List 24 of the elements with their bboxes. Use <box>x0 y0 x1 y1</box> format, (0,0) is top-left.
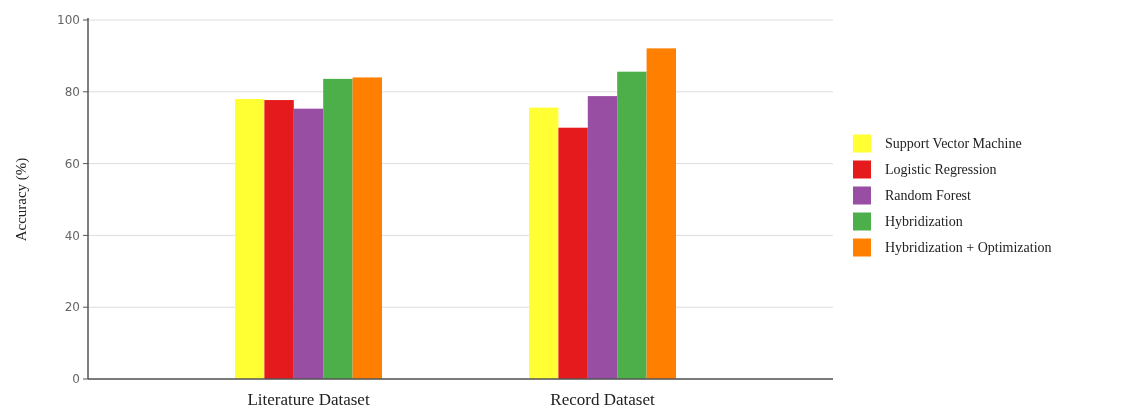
x-tick-label: Record Dataset <box>550 390 655 409</box>
bar <box>529 107 559 379</box>
bar <box>587 96 618 379</box>
x-tick-label: Literature Dataset <box>247 390 370 409</box>
y-tick-label: 40 <box>64 228 80 243</box>
legend-label: Hybridization + Optimization <box>885 240 1052 256</box>
legend-label: Hybridization <box>885 214 963 230</box>
bar <box>235 98 265 379</box>
legend-label: Support Vector Machine <box>885 136 1022 152</box>
legend-label: Logistic Regression <box>885 162 997 178</box>
y-axis-title: Accuracy (%) <box>13 157 30 242</box>
bar <box>646 48 676 379</box>
bar <box>558 127 588 379</box>
bar <box>264 100 294 379</box>
y-tick-label: 100 <box>57 13 80 28</box>
bar <box>293 108 324 379</box>
bar <box>323 78 353 379</box>
legend-label: Random Forest <box>885 188 972 204</box>
y-tick-label: 20 <box>64 300 80 315</box>
y-tick-label: 60 <box>64 156 80 171</box>
bar <box>617 71 647 379</box>
y-tick-label: 80 <box>64 85 80 99</box>
bar <box>352 77 382 379</box>
y-tick-label: 0 <box>72 372 80 387</box>
